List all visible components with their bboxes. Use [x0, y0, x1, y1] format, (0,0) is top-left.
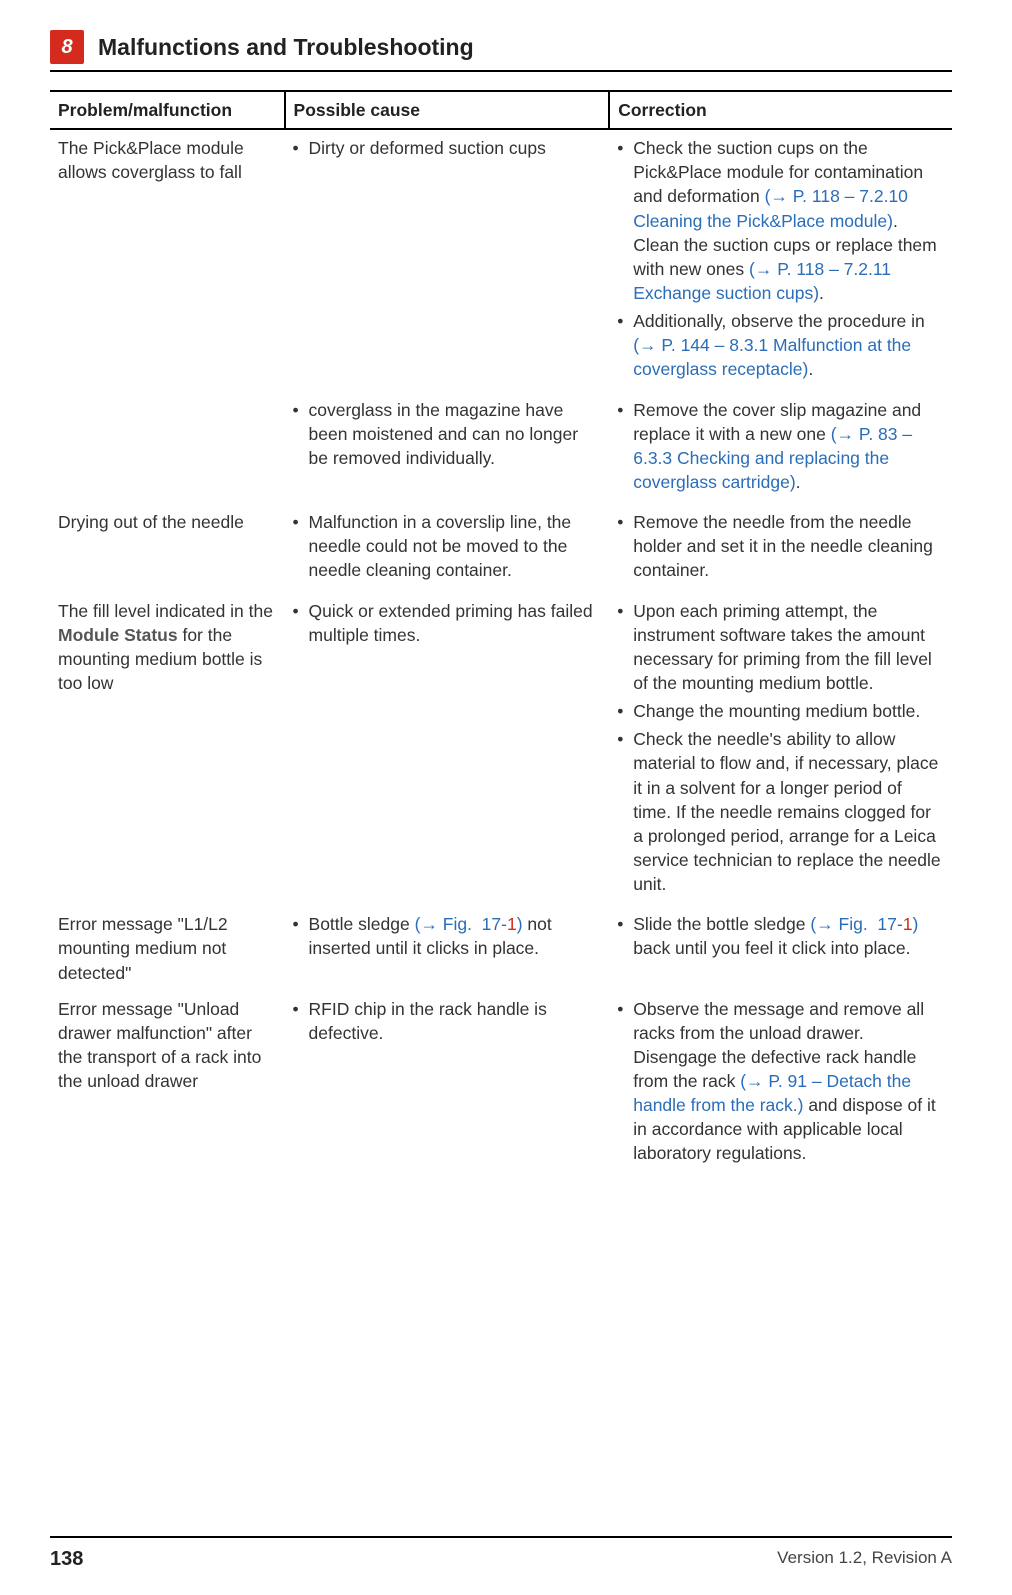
list-item: Slide the bottle sledge (→ Fig. 17-1) ba… — [617, 912, 944, 960]
list-item: Check the needle's ability to allow mate… — [617, 727, 944, 896]
table-row: Error message "L1/L2 mounting medium not… — [50, 906, 952, 990]
troubleshooting-table: Problem/malfunction Possible cause Corre… — [50, 90, 952, 1176]
list-item: Check the suction cups on the Pick&Place… — [617, 136, 944, 305]
text: . — [808, 359, 813, 379]
list-item: Remove the needle from the needle holder… — [617, 510, 944, 582]
table-header-row: Problem/malfunction Possible cause Corre… — [50, 91, 952, 129]
cell-problem-empty — [50, 392, 285, 505]
cell-problem: Error message "L1/L2 mounting medium not… — [50, 906, 285, 990]
cell-correction: Check the suction cups on the Pick&Place… — [609, 129, 952, 391]
list-item: Observe the message and remove all racks… — [617, 997, 944, 1166]
table-row: coverglass in the magazine have been moi… — [50, 392, 952, 505]
cell-cause: RFID chip in the rack handle is defectiv… — [285, 991, 610, 1176]
cell-correction: Slide the bottle sledge (→ Fig. 17-1) ba… — [609, 906, 952, 990]
cell-cause: Quick or extended priming has failed mul… — [285, 593, 610, 907]
list-item: Upon each priming attempt, the instrumen… — [617, 599, 944, 696]
cross-ref[interactable]: (→ Fig. 17-1) — [810, 914, 918, 934]
cell-cause: coverglass in the magazine have been moi… — [285, 392, 610, 505]
table-row: Error message "Unload drawer malfunction… — [50, 991, 952, 1176]
cross-ref[interactable]: (→ P. 144 – 8.3.1 Malfunction at the cov… — [633, 335, 911, 379]
list-item: Bottle sledge (→ Fig. 17-1) not inserted… — [293, 912, 602, 960]
cell-cause: Malfunction in a coverslip line, the nee… — [285, 504, 610, 592]
cross-ref[interactable]: (→ Fig. 17-1) — [415, 914, 523, 934]
col-problem: Problem/malfunction — [50, 91, 285, 129]
list-item: Malfunction in a coverslip line, the nee… — [293, 510, 602, 582]
page-footer: 138 Version 1.2, Revision A — [50, 1536, 952, 1571]
list-item: Remove the cover slip magazine and repla… — [617, 398, 944, 495]
cell-problem: The Pick&Place module allows coverglass … — [50, 129, 285, 391]
text: Bottle sledge — [309, 914, 415, 934]
cell-correction: Upon each priming attempt, the instrumen… — [609, 593, 952, 907]
text: The fill level indicated in the — [58, 601, 273, 621]
col-correction: Correction — [609, 91, 952, 129]
text: Additionally, observe the procedure in — [633, 311, 925, 331]
text: Slide the bottle sledge — [633, 914, 810, 934]
table-row: The fill level indicated in the Module S… — [50, 593, 952, 907]
cell-cause: Bottle sledge (→ Fig. 17-1) not inserted… — [285, 906, 610, 990]
page-header: 8 Malfunctions and Troubleshooting — [50, 30, 952, 64]
text: . — [819, 283, 824, 303]
list-item: Dirty or deformed suction cups — [293, 136, 602, 160]
list-item: Additionally, observe the procedure in (… — [617, 309, 944, 381]
text: . — [796, 472, 801, 492]
version-label: Version 1.2, Revision A — [777, 1548, 952, 1571]
col-cause: Possible cause — [285, 91, 610, 129]
list-item: Change the mounting medium bottle. — [617, 699, 944, 723]
list-item: Quick or extended priming has failed mul… — [293, 599, 602, 647]
cell-correction: Remove the cover slip magazine and repla… — [609, 392, 952, 505]
cell-problem: The fill level indicated in the Module S… — [50, 593, 285, 907]
cell-problem: Drying out of the needle — [50, 504, 285, 592]
text: back until you feel it click into place. — [633, 938, 910, 958]
list-item: RFID chip in the rack handle is defectiv… — [293, 997, 602, 1045]
section-title: Malfunctions and Troubleshooting — [98, 34, 474, 61]
cell-correction: Remove the needle from the needle holder… — [609, 504, 952, 592]
cell-cause: Dirty or deformed suction cups — [285, 129, 610, 391]
table-row: The Pick&Place module allows coverglass … — [50, 129, 952, 391]
list-item: coverglass in the magazine have been moi… — [293, 398, 602, 470]
page: 8 Malfunctions and Troubleshooting Probl… — [0, 0, 1012, 1595]
chapter-badge: 8 — [50, 30, 84, 64]
cell-problem: Error message "Unload drawer malfunction… — [50, 991, 285, 1176]
table-row: Drying out of the needle Malfunction in … — [50, 504, 952, 592]
cell-correction: Observe the message and remove all racks… — [609, 991, 952, 1176]
header-rule — [50, 70, 952, 72]
ui-term: Module Status — [58, 625, 178, 645]
page-number: 138 — [50, 1548, 83, 1571]
